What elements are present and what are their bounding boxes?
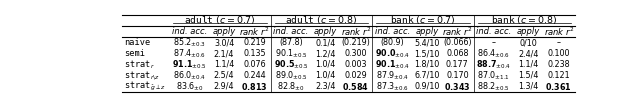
Text: 0/10: 0/10 [520, 38, 537, 47]
Text: (0.219): (0.219) [342, 38, 371, 47]
Text: $\mathbf{\mathtt{adult}}$ $(c = 0.7)$: $\mathbf{\mathtt{adult}}$ $(c = 0.7)$ [184, 14, 256, 26]
Text: 1.0/4: 1.0/4 [316, 60, 335, 69]
Text: $\mathbf{\mathtt{bank}}$ $(c = 0.8)$: $\mathbf{\mathtt{bank}}$ $(c = 0.8)$ [491, 14, 557, 26]
Text: $87.3_{\pm 0.6}$: $87.3_{\pm 0.6}$ [376, 80, 409, 93]
Text: $82.8_{\pm 0}$: $82.8_{\pm 0}$ [277, 80, 305, 93]
Text: $89.0_{\pm 0.5}$: $89.0_{\pm 0.5}$ [275, 69, 307, 82]
Text: 1.1/4: 1.1/4 [214, 60, 234, 69]
Text: $\mathbf{0.813}$: $\mathbf{0.813}$ [241, 81, 268, 92]
Text: $88.2_{\pm 0.5}$: $88.2_{\pm 0.5}$ [477, 80, 510, 93]
Text: $83.6_{\pm 0}$: $83.6_{\pm 0}$ [176, 80, 204, 93]
Text: apply: apply [212, 27, 236, 36]
Text: –: – [557, 38, 561, 47]
Text: 2.1/4: 2.1/4 [214, 49, 234, 58]
Text: 0.1/4: 0.1/4 [316, 38, 335, 47]
Text: 0.244: 0.244 [243, 71, 266, 80]
Text: (0.066): (0.066) [443, 38, 472, 47]
Text: 0.170: 0.170 [446, 71, 468, 80]
Text: $\mathbf{\mathtt{bank}}$ $(c = 0.7)$: $\mathbf{\mathtt{bank}}$ $(c = 0.7)$ [390, 14, 456, 26]
Text: ind. acc.: ind. acc. [375, 27, 410, 36]
Text: semi: semi [124, 49, 145, 58]
Text: $86.0_{\pm 0.4}$: $86.0_{\pm 0.4}$ [173, 69, 206, 82]
Text: 0.076: 0.076 [243, 60, 266, 69]
Text: apply: apply [415, 27, 438, 36]
Text: rank $r^2$: rank $r^2$ [442, 25, 472, 38]
Text: 0.300: 0.300 [345, 49, 367, 58]
Text: strat$_{r\backslash z}$: strat$_{r\backslash z}$ [124, 69, 160, 82]
Text: rank $r^2$: rank $r^2$ [239, 25, 269, 38]
Text: $\mathbf{90.5}_{\pm 0.5}$: $\mathbf{90.5}_{\pm 0.5}$ [273, 58, 308, 71]
Text: 0.100: 0.100 [548, 49, 570, 58]
Text: 2.4/4: 2.4/4 [518, 49, 538, 58]
Text: 5.4/10: 5.4/10 [414, 38, 440, 47]
Text: –: – [492, 38, 496, 47]
Text: $87.9_{\pm 0.4}$: $87.9_{\pm 0.4}$ [376, 69, 409, 82]
Text: ind. acc.: ind. acc. [476, 27, 511, 36]
Text: $85.2_{\pm 0.3}$: $85.2_{\pm 0.3}$ [173, 36, 206, 49]
Text: 1.1/4: 1.1/4 [518, 60, 538, 69]
Text: 0.135: 0.135 [243, 49, 266, 58]
Text: $\mathbf{88.7}_{\pm 0.4}$: $\mathbf{88.7}_{\pm 0.4}$ [476, 58, 511, 71]
Text: $\mathbf{\mathtt{adult}}$ $(c = 0.8)$: $\mathbf{\mathtt{adult}}$ $(c = 0.8)$ [285, 14, 357, 26]
Text: 1.5/4: 1.5/4 [518, 71, 538, 80]
Text: 1.5/10: 1.5/10 [414, 49, 440, 58]
Text: 2.5/4: 2.5/4 [214, 71, 234, 80]
Text: rank $r^2$: rank $r^2$ [340, 25, 371, 38]
Text: (87.8): (87.8) [279, 38, 303, 47]
Text: 0.068: 0.068 [446, 49, 468, 58]
Text: apply: apply [516, 27, 540, 36]
Text: $86.4_{\pm 0.6}$: $86.4_{\pm 0.6}$ [477, 47, 511, 60]
Text: strat$_r$: strat$_r$ [124, 58, 155, 71]
Text: $\mathbf{0.361}$: $\mathbf{0.361}$ [545, 81, 572, 92]
Text: 0.9/10: 0.9/10 [414, 82, 440, 91]
Text: 1.3/4: 1.3/4 [518, 82, 538, 91]
Text: naive: naive [124, 38, 150, 47]
Text: 0.238: 0.238 [547, 60, 570, 69]
Text: $\mathbf{90.1}_{\pm 0.4}$: $\mathbf{90.1}_{\pm 0.4}$ [375, 58, 410, 71]
Text: 1.8/10: 1.8/10 [414, 60, 440, 69]
Text: 0.177: 0.177 [446, 60, 468, 69]
Text: $87.4_{\pm 0.6}$: $87.4_{\pm 0.6}$ [173, 47, 206, 60]
Text: 0.029: 0.029 [344, 71, 367, 80]
Text: $\mathbf{0.343}$: $\mathbf{0.343}$ [444, 81, 470, 92]
Text: $87.0_{\pm 1.1}$: $87.0_{\pm 1.1}$ [477, 69, 510, 82]
Text: apply: apply [314, 27, 337, 36]
Text: (80.9): (80.9) [381, 38, 404, 47]
Text: 0.003: 0.003 [345, 60, 367, 69]
Text: ind. acc.: ind. acc. [172, 27, 207, 36]
Text: 1.2/4: 1.2/4 [316, 49, 335, 58]
Text: 0.121: 0.121 [547, 71, 570, 80]
Text: $\mathbf{91.1}_{\pm 0.5}$: $\mathbf{91.1}_{\pm 0.5}$ [172, 58, 207, 71]
Text: 3.0/4: 3.0/4 [214, 38, 234, 47]
Text: $90.1_{\pm 0.5}$: $90.1_{\pm 0.5}$ [275, 47, 307, 60]
Text: 1.0/4: 1.0/4 [316, 71, 335, 80]
Text: strat$_{\hat{g}\perp z}$: strat$_{\hat{g}\perp z}$ [124, 80, 166, 93]
Text: 0.219: 0.219 [243, 38, 266, 47]
Text: rank $r^2$: rank $r^2$ [543, 25, 574, 38]
Text: 6.7/10: 6.7/10 [414, 71, 440, 80]
Text: ind. acc.: ind. acc. [273, 27, 308, 36]
Text: $\mathbf{0.584}$: $\mathbf{0.584}$ [342, 81, 369, 92]
Text: 2.3/4: 2.3/4 [316, 82, 335, 91]
Text: $\mathbf{90.0}_{\pm 0.4}$: $\mathbf{90.0}_{\pm 0.4}$ [375, 47, 410, 60]
Text: 2.9/4: 2.9/4 [214, 82, 234, 91]
